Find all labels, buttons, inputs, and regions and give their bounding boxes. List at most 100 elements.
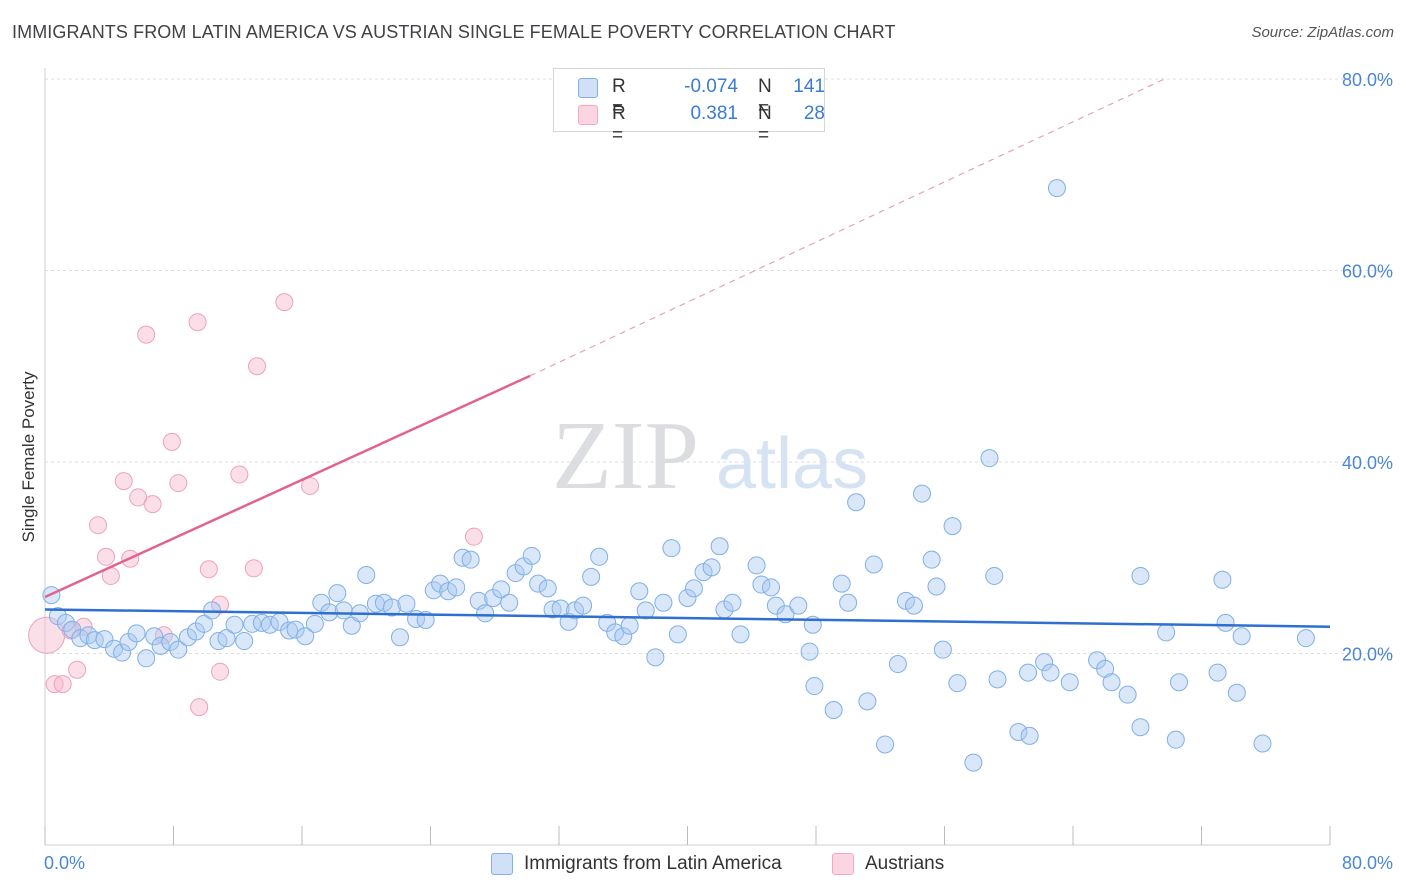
y-tick-label: 40.0% (1342, 453, 1393, 473)
point-latin-america (305, 614, 324, 633)
legend-r-label: R = (612, 103, 626, 146)
point-latin-america (529, 574, 548, 593)
point-latin-america (980, 449, 999, 468)
point-latin-america (1296, 629, 1315, 648)
point-austrians (464, 527, 483, 546)
legend-n-value: 28 (803, 103, 825, 124)
point-latin-america (476, 604, 495, 623)
point-latin-america (839, 593, 858, 612)
point-latin-america (731, 625, 750, 644)
point-latin-america (1020, 726, 1039, 745)
point-austrians (199, 560, 218, 579)
point-latin-america (85, 631, 104, 650)
point-austrians (190, 698, 209, 717)
point-latin-america (382, 598, 401, 617)
y-tick-label: 80.0% (1342, 70, 1393, 90)
point-latin-america (933, 640, 952, 659)
axes (44, 68, 1331, 846)
point-austrians (188, 313, 207, 332)
point-latin-america (1060, 673, 1079, 692)
stats-legend: R = -0.074 N = 141 R = 0.381 N = 28 (553, 68, 825, 146)
point-austrians (211, 662, 230, 681)
point-austrians (137, 325, 156, 344)
point-latin-america (574, 596, 593, 615)
point-latin-america (789, 596, 808, 615)
point-austrians (154, 626, 173, 645)
point-latin-america (847, 493, 866, 512)
point-latin-america (1213, 570, 1232, 589)
y-tick-label: 20.0% (1342, 645, 1393, 665)
point-austrians (169, 474, 188, 493)
point-latin-america (858, 692, 877, 711)
grid-lines (45, 78, 1392, 654)
watermark-zip: ZIP (552, 402, 699, 510)
point-latin-america (522, 546, 541, 565)
legend-r-label: R = (612, 76, 626, 119)
legend-n-label: N = (758, 103, 772, 146)
point-austrians (97, 547, 116, 566)
chart-title: IMMIGRANTS FROM LATIN AMERICA VS AUSTRIA… (12, 22, 896, 42)
legend-r-value: -0.074 (684, 76, 738, 97)
point-austrians (162, 432, 181, 451)
point-latin-america (590, 547, 609, 566)
point-austrians (114, 472, 133, 491)
point-latin-america (1009, 723, 1028, 742)
data-points (28, 179, 1315, 772)
legend-n-value: 141 (793, 76, 825, 97)
point-latin-america (538, 579, 557, 598)
point-latin-america (113, 643, 132, 662)
point-latin-america (1253, 734, 1272, 753)
point-latin-america (805, 677, 824, 696)
point-latin-america (357, 565, 376, 584)
point-latin-america (137, 649, 156, 668)
legend-swatch-blue (578, 78, 598, 98)
bottom-legend-swatch-pink (832, 853, 854, 875)
point-latin-america (1118, 685, 1137, 704)
point-latin-america (397, 594, 416, 613)
point-latin-america (1157, 623, 1176, 642)
point-latin-america (964, 753, 983, 772)
bottom-legend-label: Immigrants from Latin America (524, 853, 782, 874)
point-latin-america (988, 670, 1007, 689)
point-latin-america (927, 577, 946, 596)
point-austrians (244, 559, 263, 578)
point-latin-america (922, 550, 941, 569)
point-latin-america (1232, 627, 1251, 646)
point-latin-america (390, 628, 409, 647)
point-austrians (275, 293, 294, 312)
point-latin-america (702, 558, 721, 577)
source-credit: Source: ZipAtlas.com (1251, 24, 1394, 41)
tick-labels: 20.0% 40.0% 60.0% 80.0% 0.0% 80.0% (44, 70, 1393, 873)
point-latin-america (824, 700, 843, 719)
point-austrians (53, 675, 72, 694)
point-latin-america (1216, 613, 1235, 632)
trend-line-austrians-extension (529, 78, 1165, 377)
point-latin-america (95, 630, 114, 649)
point-latin-america (235, 632, 254, 651)
point-latin-america (1047, 179, 1066, 198)
point-latin-america (710, 537, 729, 556)
point-latin-america (145, 627, 164, 646)
point-latin-america (668, 625, 687, 644)
point-latin-america (127, 624, 146, 643)
point-latin-america (1227, 683, 1246, 702)
bottom-legend-swatch-blue (491, 853, 513, 875)
trend-line-austrians (44, 374, 531, 599)
point-latin-america (461, 550, 480, 569)
point-latin-america (948, 674, 967, 693)
point-latin-america (56, 613, 75, 632)
point-latin-america (888, 655, 907, 674)
point-latin-america (500, 593, 519, 612)
point-latin-america (876, 735, 895, 754)
point-latin-america (723, 593, 742, 612)
watermark-atlas: atlas (716, 424, 868, 504)
point-latin-america (1041, 663, 1060, 682)
point-latin-america (913, 484, 932, 503)
point-latin-america (243, 614, 262, 633)
point-austrians (143, 495, 162, 514)
point-latin-america (762, 578, 781, 597)
point-latin-america (800, 642, 819, 661)
point-austrians (28, 616, 66, 654)
point-latin-america (646, 648, 665, 667)
